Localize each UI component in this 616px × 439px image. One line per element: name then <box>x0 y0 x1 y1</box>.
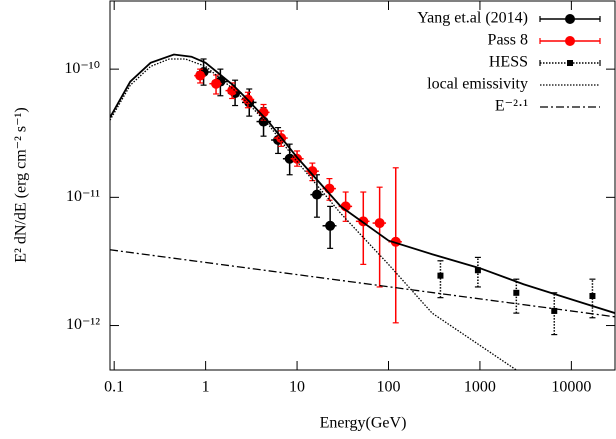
plot-frame <box>109 0 616 371</box>
point <box>307 166 318 177</box>
point <box>437 272 444 279</box>
point <box>195 70 206 81</box>
legend-label: Pass 8 <box>488 32 528 49</box>
point <box>374 218 385 229</box>
x-tick-label: 10 <box>289 379 305 396</box>
point <box>589 292 596 299</box>
legend-label: local emissivity <box>427 76 528 93</box>
legend-label: Yang et.al (2014) <box>417 10 528 27</box>
curve <box>110 249 615 318</box>
y-tick-label: 10⁻¹² <box>66 316 100 333</box>
x-tick-label: 10000 <box>551 379 591 396</box>
y-tick-label: 10⁻¹¹ <box>66 188 100 205</box>
y-tick-label: 10⁻¹⁰ <box>64 60 100 77</box>
point <box>325 220 336 231</box>
point <box>211 78 222 89</box>
point <box>227 85 238 96</box>
legend-label: E⁻²·¹ <box>495 98 528 115</box>
point <box>284 153 295 164</box>
point <box>311 189 322 200</box>
curve <box>110 58 517 370</box>
plot-area <box>110 53 615 370</box>
y-axis-title: E² dN/dE (erg cm⁻² s⁻¹) <box>13 107 30 262</box>
point <box>474 267 481 274</box>
x-tick-label: 1000 <box>464 379 496 396</box>
x-axis-title: Energy(GeV) <box>320 415 407 432</box>
x-tick-label: 100 <box>376 379 400 396</box>
x-tick-label: 1 <box>202 379 210 396</box>
legend-swatch <box>565 14 575 24</box>
point <box>513 289 520 296</box>
legend-label: HESS <box>489 54 528 71</box>
point <box>551 307 558 314</box>
legend-swatch <box>565 36 575 46</box>
legend-swatch <box>567 60 573 66</box>
x-tick-label: 0.1 <box>104 379 124 396</box>
curve <box>110 53 615 314</box>
